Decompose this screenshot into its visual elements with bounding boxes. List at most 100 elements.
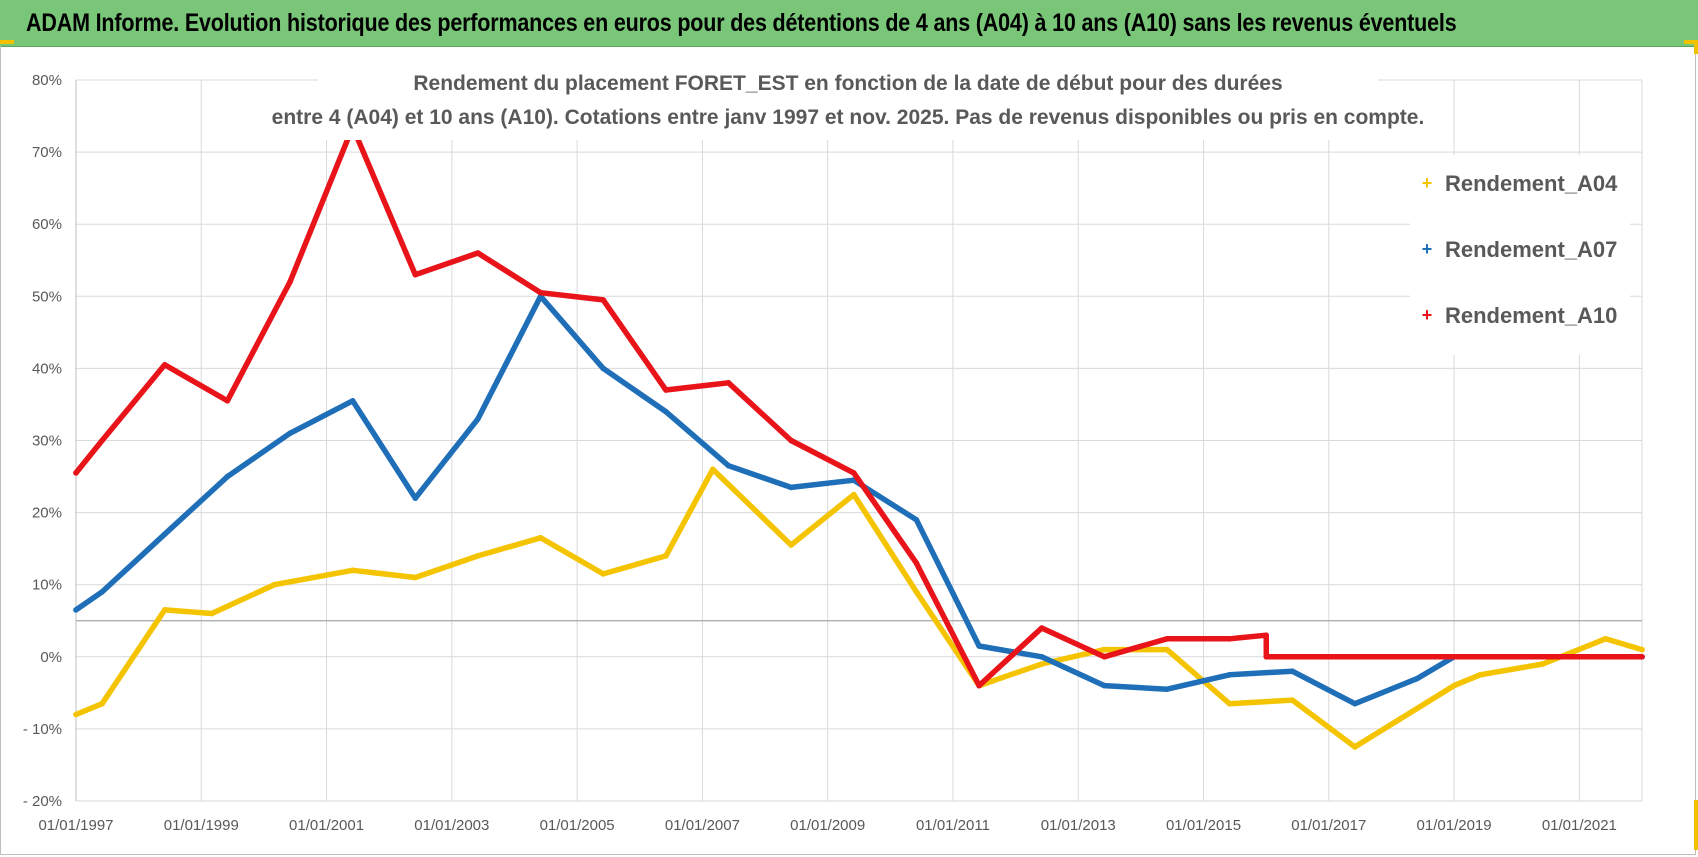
data-point: [224, 473, 231, 480]
chart-title-line-2: entre 4 (A04) et 10 ans (A10). Cotations…: [272, 106, 1425, 129]
legend-marker: +: [1422, 173, 1433, 193]
data-point: [224, 398, 231, 404]
data-point: [976, 643, 982, 649]
data-point: [788, 542, 794, 548]
data-point: [1101, 682, 1108, 689]
legend-label: Rendement_A04: [1445, 171, 1618, 196]
series-line-rendement-a10: [73, 124, 1645, 689]
report-title: ADAM Informe. Evolution historique des p…: [26, 9, 1457, 37]
data-point: [349, 398, 356, 404]
data-point: [1226, 700, 1233, 707]
data-point: [1352, 700, 1358, 707]
x-tick-label: 01/01/2013: [1041, 817, 1116, 834]
legend-label: Rendement_A10: [1445, 303, 1617, 328]
series-line-rendement-a04: [73, 466, 1645, 750]
data-point: [1263, 654, 1270, 660]
data-point: [349, 567, 356, 574]
data-point: [788, 437, 794, 444]
data-point: [1226, 672, 1233, 678]
data-point: [600, 365, 606, 372]
data-point: [73, 711, 79, 718]
data-point: [412, 271, 419, 278]
data-point: [208, 610, 215, 617]
x-tick-label: 01/01/2011: [916, 817, 990, 834]
legend-background: [1410, 155, 1630, 355]
x-tick-label: 01/01/2001: [289, 817, 364, 834]
data-point: [788, 484, 794, 491]
frame-corner-top-right-v: [1694, 40, 1698, 54]
chart-title-line-1: Rendement du placement FORET_EST en fonc…: [413, 72, 1282, 95]
data-point: [161, 362, 168, 368]
x-tick-label: 01/01/2007: [665, 817, 740, 834]
chart-title-background: [318, 68, 1378, 140]
data-point: [73, 607, 79, 613]
data-point: [1289, 697, 1296, 703]
legend-marker: +: [1422, 305, 1433, 325]
data-point: [271, 581, 278, 588]
data-point: [99, 700, 105, 707]
x-tick-label: 01/01/2005: [540, 817, 615, 834]
data-point: [1477, 672, 1483, 678]
data-point: [475, 553, 481, 559]
data-point: [1602, 636, 1609, 642]
y-tick-label: 60%: [32, 216, 62, 233]
x-axis-ticks: 01/01/1997 01/01/1999 01/01/2001 01/01/2003…: [38, 817, 1616, 834]
x-tick-label: 01/01/2003: [414, 817, 489, 834]
data-point: [600, 297, 606, 303]
data-point: [1540, 661, 1546, 667]
data-point: [1101, 646, 1108, 653]
data-point: [1164, 686, 1170, 692]
report-banner: ADAM Informe. Evolution historique des p…: [0, 0, 1698, 47]
data-point: [475, 250, 481, 256]
x-tick-label: 01/01/1997: [38, 817, 113, 834]
data-point: [851, 491, 857, 498]
x-tick-label: 01/01/1999: [164, 817, 239, 834]
data-point: [1289, 668, 1296, 674]
y-tick-label: - 20%: [23, 793, 62, 810]
data-point: [725, 380, 732, 386]
data-point: [1164, 636, 1170, 642]
legend-label: Rendement_A07: [1445, 237, 1617, 262]
y-tick-label: 10%: [32, 577, 62, 594]
data-point: [161, 607, 168, 613]
data-point: [1226, 636, 1233, 642]
data-point: [663, 553, 669, 559]
data-point: [287, 430, 293, 437]
data-point: [99, 589, 105, 595]
data-point: [725, 462, 732, 469]
y-tick-label: 20%: [32, 505, 62, 522]
data-point: [913, 517, 920, 523]
data-point: [475, 416, 481, 422]
legend-marker: +: [1422, 239, 1433, 259]
data-point: [1038, 661, 1045, 667]
data-point: [710, 466, 716, 473]
chart-series: [73, 124, 1645, 750]
x-tick-label: 01/01/2015: [1166, 817, 1241, 834]
data-point: [1352, 744, 1358, 750]
y-tick-label: 70%: [32, 144, 62, 161]
data-point: [913, 560, 920, 566]
data-point: [976, 682, 982, 689]
x-tick-label: 01/01/2009: [790, 817, 865, 834]
x-tick-label: 01/01/2019: [1417, 817, 1492, 834]
data-point: [1164, 646, 1170, 653]
data-point: [1639, 646, 1645, 653]
data-point: [663, 408, 669, 415]
x-tick-label: 01/01/2017: [1291, 817, 1366, 834]
data-point: [1639, 654, 1645, 660]
y-tick-label: 50%: [32, 288, 62, 305]
data-point: [412, 574, 419, 581]
data-point: [1263, 632, 1269, 638]
y-tick-label: 30%: [32, 433, 62, 450]
data-point: [1414, 675, 1421, 682]
data-point: [73, 470, 79, 476]
data-point: [663, 387, 669, 393]
data-point: [537, 535, 544, 541]
data-point: [99, 437, 105, 444]
data-point: [1038, 654, 1045, 660]
data-point: [851, 470, 857, 476]
chart-legend: + Rendement_A04 + Rendement_A07 + Rendement_A…: [1410, 155, 1630, 355]
y-tick-label: 40%: [32, 360, 62, 377]
frame-corner-bottom-right: [1694, 800, 1698, 850]
